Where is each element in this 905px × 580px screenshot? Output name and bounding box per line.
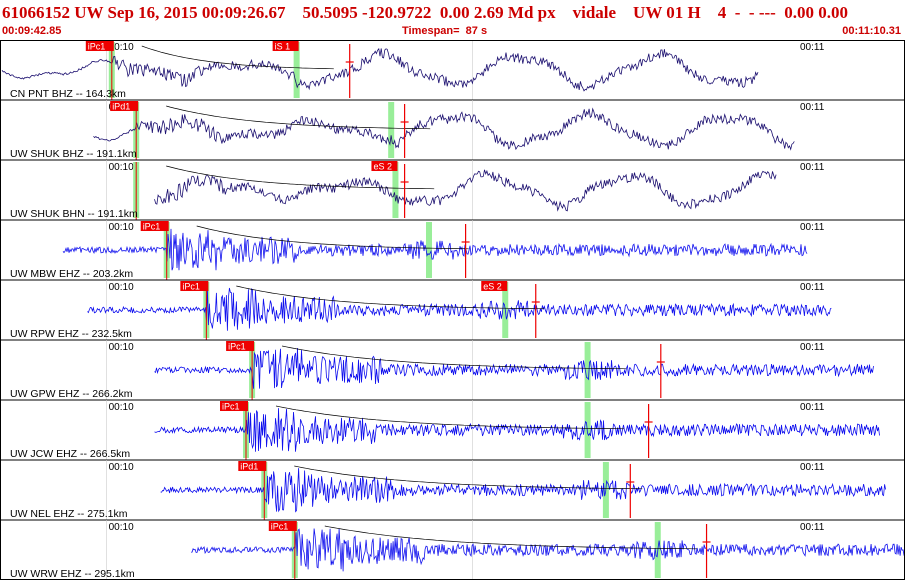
trace-panel[interactable]: 00:10 00:11 iPc1 UW MBW EHZ -- 203.2km [0, 219, 905, 280]
station-label: UW RPW EHZ -- 232.5km [10, 328, 132, 340]
p-pick-box[interactable] [226, 341, 255, 351]
s-pick-box[interactable] [371, 161, 398, 171]
minute-label-left: 00:10 [109, 222, 134, 233]
s-pick-label[interactable]: eS 2 [373, 162, 392, 172]
p-pick-label[interactable]: iPc1 [271, 522, 289, 532]
header-bar: 61066152 UW Sep 16, 2015 00:09:26.67 50.… [0, 0, 905, 40]
p-pick-box[interactable] [238, 461, 267, 471]
coda-decay-curve [196, 225, 469, 250]
coda-decay-curve [294, 465, 643, 490]
waveform-trace [87, 287, 832, 331]
p-pick-label[interactable]: iPc1 [88, 42, 106, 52]
minute-label-left: 00:10 [109, 342, 134, 353]
minute-label-left: 00:10 [109, 402, 134, 413]
minute-label-right: 00:11 [800, 102, 825, 113]
station-label: CN PNT BHZ -- 164.3km [10, 88, 126, 100]
s-pick-label[interactable]: eS 2 [483, 282, 502, 292]
timespan-label: Timespan= 87 s [402, 25, 488, 37]
s-pick-window [392, 162, 399, 218]
minute-label-left: 00:10 [109, 282, 134, 293]
p-pick-label[interactable]: iPc1 [182, 282, 200, 292]
station-label: UW WRW EHZ -- 295.1km [10, 568, 135, 580]
waveform-trace [93, 107, 795, 151]
p-pick-label[interactable]: iPc1 [228, 342, 246, 352]
coda-decay-curve [236, 285, 545, 310]
minute-label-right: 00:11 [800, 222, 825, 233]
coda-decay-curve [275, 405, 625, 430]
minute-label-left: 00:10 [109, 462, 134, 473]
coda-decay-curve [166, 105, 431, 130]
waveform-trace [62, 228, 808, 271]
coda-decay-curve [282, 345, 627, 370]
end-time: 00:11:10.31 [842, 25, 901, 37]
coda-decay-curve [324, 525, 697, 550]
s-pick-window [426, 222, 432, 278]
station-label: UW SHUK BHZ -- 191.1km [10, 148, 137, 160]
event-title: 61066152 UW Sep 16, 2015 00:09:26.67 50.… [2, 3, 849, 22]
trace-panel[interactable]: 00:10 00:11 iPd1 UW NEL EHZ -- 275.1km [0, 459, 905, 520]
p-pick-box[interactable] [110, 101, 139, 111]
p-pick-box[interactable] [268, 521, 297, 531]
station-label: UW NEL EHZ -- 275.1km [10, 508, 128, 520]
minute-label-right: 00:11 [800, 402, 825, 413]
station-label: UW GPW EHZ -- 266.2km [10, 388, 133, 400]
p-pick-box[interactable] [220, 401, 248, 411]
minute-label-right: 00:11 [800, 282, 825, 293]
minute-label-right: 00:11 [800, 462, 825, 473]
s-pick-box[interactable] [272, 41, 299, 51]
trace-panel[interactable]: 00:10 00:11 iPc1 UW WRW EHZ -- 295.1km [0, 519, 905, 580]
s-pick-window [293, 42, 300, 98]
trace-panel[interactable]: 00:10 00:11 iPc1 iS 1 CN PNT BHZ -- 164.3km [0, 40, 905, 100]
minute-label-left: 00:10 [109, 162, 134, 173]
trace-panel[interactable]: 00:10 00:11 iPc1 UW JCW EHZ -- 266.5km [0, 399, 905, 460]
minute-label-right: 00:11 [800, 522, 825, 533]
s-pick-window [584, 342, 591, 398]
coda-decay-curve [141, 45, 334, 70]
s-pick-label[interactable]: iS 1 [275, 42, 291, 52]
minute-label-right: 00:11 [800, 162, 825, 173]
station-label: UW SHUK BHN -- 191.1km [10, 208, 138, 220]
p-pick-box[interactable] [85, 41, 114, 51]
station-label: UW JCW EHZ -- 266.5km [10, 448, 130, 460]
p-pick-label[interactable]: iPc1 [222, 402, 240, 412]
p-pick-label[interactable]: iPd1 [112, 102, 130, 112]
coda-decay-curve [166, 165, 435, 190]
trace-panel[interactable]: 00:10 00:11 iPc1 eS 2 UW RPW EHZ -- 232.5km [0, 279, 905, 340]
s-pick-window [388, 102, 395, 158]
minute-label-right: 00:11 [800, 42, 825, 53]
waveform-trace [154, 169, 777, 212]
s-pick-box[interactable] [481, 281, 508, 291]
minute-label-left: 00:10 [109, 42, 134, 53]
p-pick-label[interactable]: iPd1 [240, 462, 258, 472]
trace-panel[interactable]: 00:10 00:11 iPc1 UW GPW EHZ -- 266.2km [0, 339, 905, 400]
waveform-trace [160, 468, 886, 513]
minute-label-right: 00:11 [800, 342, 825, 353]
waveform-trace [154, 408, 880, 452]
waveform-trace [1, 47, 759, 92]
waveform-trace [154, 347, 874, 389]
waveform-trace [191, 528, 905, 572]
minute-label-left: 00:10 [109, 522, 134, 533]
p-pick-box[interactable] [180, 281, 209, 291]
p-pick-label[interactable]: iPc1 [143, 222, 161, 232]
p-pick-box[interactable] [140, 221, 169, 231]
start-time: 00:09:42.85 [2, 25, 62, 37]
station-label: UW MBW EHZ -- 203.2km [10, 268, 133, 280]
trace-panel[interactable]: 00:10 00:11 eS 2 UW SHUK BHN -- 191.1km [0, 159, 905, 220]
